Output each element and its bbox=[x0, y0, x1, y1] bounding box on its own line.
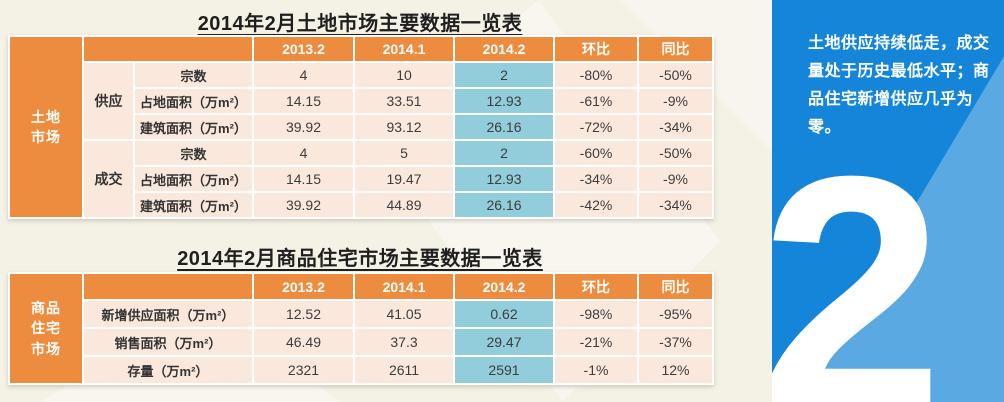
blank-header-cell bbox=[82, 35, 254, 63]
metric-label-cell: 建筑面积（万m²） bbox=[133, 113, 254, 141]
column-header-yoy: 同比 bbox=[637, 35, 714, 63]
value-cell: -9% bbox=[637, 87, 714, 115]
value-cell: 93.12 bbox=[353, 113, 455, 141]
value-cell: -60% bbox=[553, 139, 639, 167]
table-row: 建筑面积（万m²） 39.92 93.12 26.16 -72% -34% bbox=[9, 113, 714, 141]
value-cell: 37.3 bbox=[353, 327, 455, 357]
value-cell-2014-2: 2 bbox=[453, 139, 555, 167]
value-cell: -42% bbox=[553, 191, 639, 219]
value-cell: -98% bbox=[553, 299, 639, 329]
column-header-2014-1: 2014.1 bbox=[353, 272, 455, 301]
value-cell: -72% bbox=[553, 113, 639, 141]
land-header-row: 土地 市场 2013.2 2014.1 2014.2 环比 同比 bbox=[8, 35, 714, 219]
table-row: 存量（万m²） 2321 2611 2591 -1% 12% bbox=[9, 355, 714, 385]
table-row: 销售面积（万m²） 46.49 37.3 29.47 -21% -37% bbox=[9, 327, 714, 357]
value-cell: 2611 bbox=[353, 355, 455, 385]
housing-market-table: 商品 住宅 市场 2013.2 2014.1 2014.2 环比 同比 新增供应… bbox=[8, 272, 714, 385]
value-cell: 39.92 bbox=[252, 113, 355, 141]
land-side-header: 土地 市场 bbox=[8, 35, 84, 219]
housing-header-row: 商品 住宅 市场 2013.2 2014.1 2014.2 环比 同比 bbox=[8, 272, 714, 385]
land-table-title: 2014年2月土地市场主要数据一览表 bbox=[0, 7, 720, 36]
value-cell: -21% bbox=[553, 327, 639, 357]
table-row: 占地面积（万m²） 14.15 33.51 12.93 -61% -9% bbox=[9, 87, 714, 115]
column-header-2013-2: 2013.2 bbox=[252, 35, 355, 63]
metric-label-cell: 建筑面积（万m²） bbox=[133, 191, 254, 219]
land-table-title-text: 2014年2月土地市场主要数据一览表 bbox=[197, 13, 523, 35]
value-cell: -34% bbox=[637, 113, 714, 141]
metric-label-cell: 占地面积（万m²） bbox=[133, 87, 254, 115]
housing-table-title: 2014年2月商品住宅市场主要数据一览表 bbox=[0, 242, 720, 271]
value-cell: 12.52 bbox=[252, 299, 355, 329]
value-cell: -1% bbox=[553, 355, 639, 385]
value-cell: 4 bbox=[252, 139, 355, 167]
value-cell: 14.15 bbox=[252, 165, 355, 193]
value-cell: 46.49 bbox=[252, 327, 355, 357]
metric-label-cell: 新增供应面积（万m²） bbox=[82, 299, 254, 329]
value-cell: -80% bbox=[553, 61, 639, 89]
value-cell: 12% bbox=[637, 355, 714, 385]
value-cell-2014-2: 26.16 bbox=[453, 191, 555, 219]
value-cell: -9% bbox=[637, 165, 714, 193]
metric-label-cell: 存量（万m²） bbox=[82, 355, 254, 385]
table-row: 成交 宗数 4 5 2 -60% -50% bbox=[9, 139, 714, 219]
table-row: 供应 宗数 4 10 2 -80% -50% bbox=[9, 61, 714, 141]
value-cell: 44.89 bbox=[353, 191, 455, 219]
value-cell: 5 bbox=[353, 139, 455, 167]
value-cell: -50% bbox=[637, 139, 714, 167]
value-cell: -37% bbox=[637, 327, 714, 357]
metric-label-cell: 占地面积（万m²） bbox=[133, 165, 254, 193]
section-number: 2 bbox=[772, 107, 944, 402]
summary-side-panel: 2 土地供应持续低走，成交量处于历史最低水平；商品住宅新增供应几乎为零。 bbox=[772, 0, 1004, 402]
metric-label-cell: 宗数 bbox=[133, 139, 254, 167]
value-cell-2014-2: 2591 bbox=[453, 355, 555, 385]
value-cell: 33.51 bbox=[353, 87, 455, 115]
value-cell: -50% bbox=[637, 61, 714, 89]
value-cell: -61% bbox=[553, 87, 639, 115]
land-market-table: 土地 市场 2013.2 2014.1 2014.2 环比 同比 供应 宗数 4… bbox=[8, 35, 714, 219]
metric-label-cell: 宗数 bbox=[133, 61, 254, 89]
value-cell-2014-2: 26.16 bbox=[453, 113, 555, 141]
value-cell: 2321 bbox=[252, 355, 355, 385]
metric-label-cell: 销售面积（万m²） bbox=[82, 327, 254, 357]
group-label-cell: 供应 bbox=[82, 61, 135, 141]
table-row: 建筑面积（万m²） 39.92 44.89 26.16 -42% -34% bbox=[9, 191, 714, 219]
value-cell: 39.92 bbox=[252, 191, 355, 219]
column-header-2013-2: 2013.2 bbox=[252, 272, 355, 301]
column-header-2014-1: 2014.1 bbox=[353, 35, 455, 63]
column-header-yoy: 同比 bbox=[637, 272, 714, 301]
column-header-2014-2: 2014.2 bbox=[453, 35, 555, 63]
value-cell-2014-2: 2 bbox=[453, 61, 555, 89]
value-cell: 14.15 bbox=[252, 87, 355, 115]
table-row: 占地面积（万m²） 14.15 19.47 12.93 -34% -9% bbox=[9, 165, 714, 193]
table-row: 新增供应面积（万m²） 12.52 41.05 0.62 -98% -95% bbox=[9, 299, 714, 329]
column-header-mom: 环比 bbox=[553, 272, 639, 301]
value-cell: 19.47 bbox=[353, 165, 455, 193]
group-label-cell: 成交 bbox=[82, 139, 135, 219]
value-cell-2014-2: 12.93 bbox=[453, 165, 555, 193]
blank-header-cell bbox=[82, 272, 254, 301]
value-cell: -34% bbox=[553, 165, 639, 193]
summary-text: 土地供应持续低走，成交量处于历史最低水平；商品住宅新增供应几乎为零。 bbox=[808, 35, 990, 136]
value-cell-2014-2: 29.47 bbox=[453, 327, 555, 357]
value-cell: 41.05 bbox=[353, 299, 455, 329]
value-cell-2014-2: 12.93 bbox=[453, 87, 555, 115]
value-cell: 10 bbox=[353, 61, 455, 89]
value-cell: 4 bbox=[252, 61, 355, 89]
column-header-2014-2: 2014.2 bbox=[453, 272, 555, 301]
housing-table-title-text: 2014年2月商品住宅市场主要数据一览表 bbox=[177, 248, 543, 270]
value-cell: -34% bbox=[637, 191, 714, 219]
housing-side-header: 商品 住宅 市场 bbox=[8, 272, 84, 385]
value-cell: -95% bbox=[637, 299, 714, 329]
value-cell-2014-2: 0.62 bbox=[453, 299, 555, 329]
column-header-mom: 环比 bbox=[553, 35, 639, 63]
